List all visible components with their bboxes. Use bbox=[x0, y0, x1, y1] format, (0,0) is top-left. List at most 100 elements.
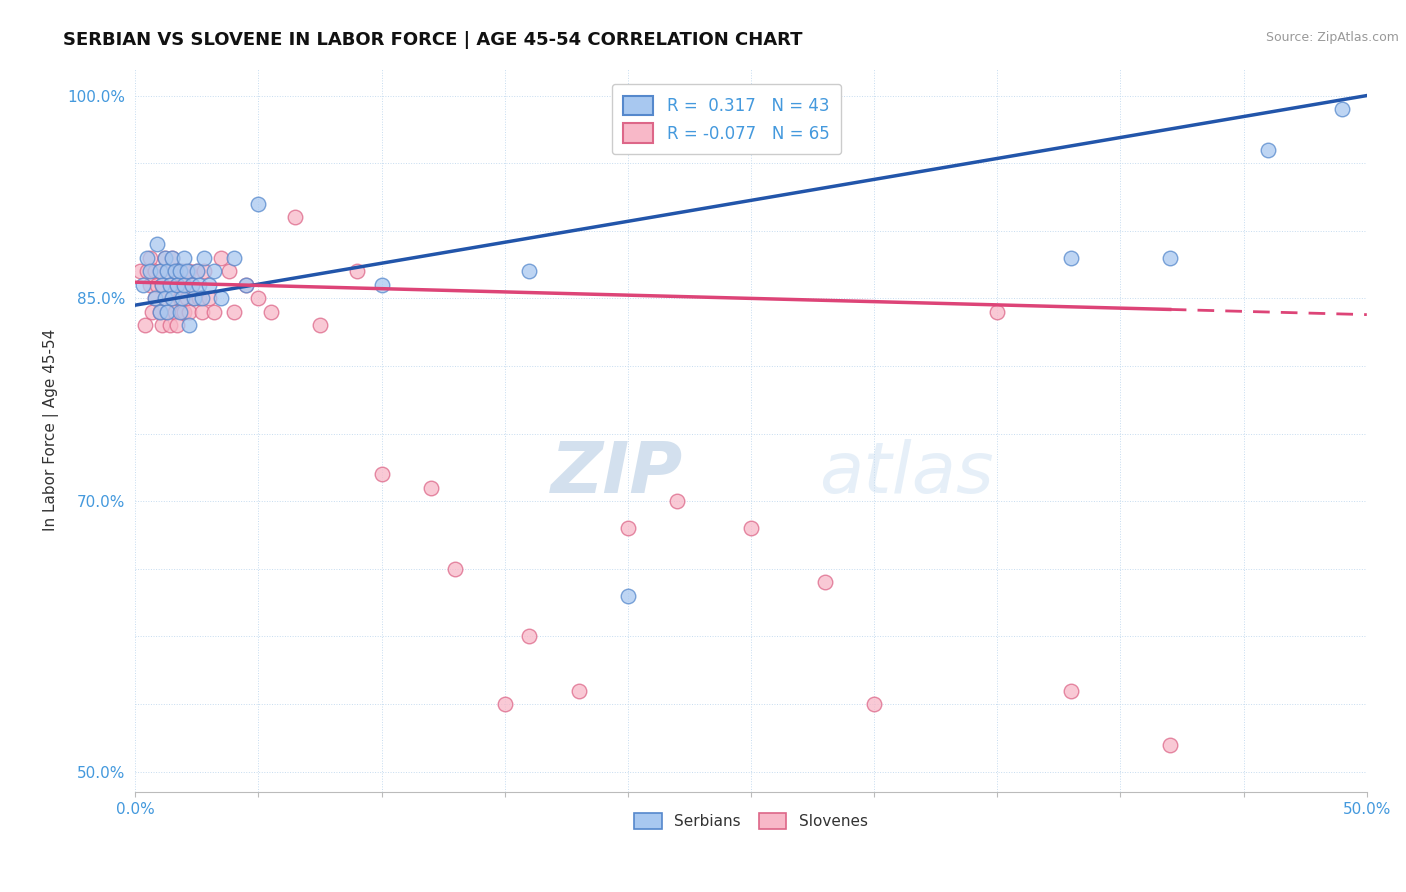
Point bbox=[247, 292, 270, 306]
Point bbox=[176, 292, 198, 306]
Point bbox=[156, 264, 179, 278]
Point bbox=[150, 277, 173, 292]
Point bbox=[188, 292, 211, 306]
Point bbox=[1159, 251, 1181, 265]
Point bbox=[218, 264, 240, 278]
Point bbox=[666, 494, 689, 508]
Point bbox=[346, 264, 368, 278]
Point bbox=[1159, 738, 1181, 752]
Point bbox=[153, 251, 176, 265]
Point bbox=[150, 318, 173, 333]
Point bbox=[139, 251, 162, 265]
Point bbox=[740, 521, 762, 535]
Point bbox=[160, 251, 183, 265]
Point bbox=[149, 305, 172, 319]
Point bbox=[179, 264, 201, 278]
Point bbox=[153, 292, 176, 306]
Point bbox=[222, 305, 245, 319]
Point bbox=[159, 277, 181, 292]
Point bbox=[198, 277, 221, 292]
Point bbox=[139, 277, 162, 292]
Point bbox=[156, 305, 179, 319]
Point bbox=[134, 318, 156, 333]
Point bbox=[150, 277, 173, 292]
Point bbox=[139, 264, 162, 278]
Point bbox=[222, 251, 245, 265]
Point bbox=[198, 292, 221, 306]
Point bbox=[1331, 102, 1354, 116]
Point bbox=[517, 264, 540, 278]
Point bbox=[186, 264, 208, 278]
Point bbox=[209, 292, 232, 306]
Point bbox=[136, 251, 159, 265]
Point bbox=[159, 277, 181, 292]
Point bbox=[173, 277, 195, 292]
Point bbox=[617, 521, 640, 535]
Point bbox=[173, 251, 195, 265]
Point bbox=[370, 467, 392, 482]
Point bbox=[169, 292, 191, 306]
Point bbox=[235, 277, 257, 292]
Point bbox=[156, 264, 179, 278]
Point bbox=[193, 264, 215, 278]
Point bbox=[617, 589, 640, 603]
Point bbox=[235, 277, 257, 292]
Point bbox=[163, 305, 186, 319]
Point bbox=[284, 211, 307, 225]
Point bbox=[370, 277, 392, 292]
Point bbox=[863, 697, 886, 711]
Point bbox=[170, 305, 193, 319]
Point bbox=[1060, 683, 1083, 698]
Point bbox=[160, 251, 183, 265]
Text: SERBIAN VS SLOVENE IN LABOR FORCE | AGE 45-54 CORRELATION CHART: SERBIAN VS SLOVENE IN LABOR FORCE | AGE … bbox=[63, 31, 803, 49]
Point bbox=[156, 305, 179, 319]
Point bbox=[1060, 251, 1083, 265]
Point bbox=[149, 264, 172, 278]
Point bbox=[149, 305, 172, 319]
Point bbox=[190, 305, 212, 319]
Point bbox=[814, 575, 837, 590]
Point bbox=[180, 277, 202, 292]
Point bbox=[143, 292, 166, 306]
Point bbox=[170, 277, 193, 292]
Point bbox=[260, 305, 283, 319]
Point bbox=[153, 251, 176, 265]
Point bbox=[419, 481, 441, 495]
Point bbox=[186, 264, 208, 278]
Point bbox=[179, 318, 201, 333]
Text: atlas: atlas bbox=[818, 439, 994, 508]
Point bbox=[166, 318, 188, 333]
Point bbox=[188, 277, 211, 292]
Point bbox=[176, 264, 198, 278]
Text: Source: ZipAtlas.com: Source: ZipAtlas.com bbox=[1265, 31, 1399, 45]
Point bbox=[169, 305, 191, 319]
Point bbox=[146, 277, 169, 292]
Point bbox=[517, 630, 540, 644]
Point bbox=[163, 264, 186, 278]
Point bbox=[202, 264, 225, 278]
Point bbox=[179, 305, 201, 319]
Point bbox=[141, 305, 163, 319]
Point bbox=[209, 251, 232, 265]
Point bbox=[169, 264, 191, 278]
Point bbox=[159, 318, 181, 333]
Y-axis label: In Labor Force | Age 45-54: In Labor Force | Age 45-54 bbox=[44, 329, 59, 532]
Point bbox=[143, 292, 166, 306]
Point bbox=[202, 305, 225, 319]
Point bbox=[136, 264, 159, 278]
Point bbox=[567, 683, 589, 698]
Point bbox=[149, 264, 172, 278]
Point bbox=[170, 292, 193, 306]
Legend: Serbians, Slovenes: Serbians, Slovenes bbox=[628, 806, 873, 835]
Point bbox=[494, 697, 516, 711]
Text: ZIP: ZIP bbox=[551, 439, 683, 508]
Point bbox=[183, 292, 205, 306]
Point bbox=[166, 277, 188, 292]
Point bbox=[193, 251, 215, 265]
Point bbox=[153, 292, 176, 306]
Point bbox=[190, 292, 212, 306]
Point bbox=[160, 292, 183, 306]
Point bbox=[986, 305, 1008, 319]
Point bbox=[169, 264, 191, 278]
Point bbox=[163, 264, 186, 278]
